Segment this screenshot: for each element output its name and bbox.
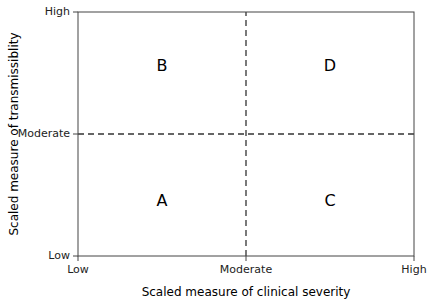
x-tick bbox=[78, 256, 79, 261]
quadrant-label: A bbox=[157, 191, 168, 210]
y-tick bbox=[73, 256, 78, 257]
x-tick bbox=[246, 256, 247, 261]
x-tick-label: Low bbox=[67, 263, 89, 276]
y-tick bbox=[73, 12, 78, 13]
plot-marks bbox=[78, 12, 414, 256]
chart: Low Moderate High Low Moderate High Scaled mea… bbox=[0, 0, 430, 306]
y-tick-label: High bbox=[45, 5, 70, 18]
x-tick-label: Moderate bbox=[220, 263, 273, 276]
x-tick-label: High bbox=[401, 263, 426, 276]
quadrant-label: B bbox=[157, 56, 168, 75]
y-axis-label: Scaled measure of transmissiblity bbox=[7, 32, 21, 235]
divider-horizontal bbox=[78, 133, 414, 134]
plot-frame bbox=[78, 12, 414, 256]
x-tick bbox=[414, 256, 415, 261]
divider-vertical bbox=[245, 12, 246, 256]
plot-area bbox=[78, 12, 414, 256]
y-tick-label: Low bbox=[48, 249, 70, 262]
quadrant-label: D bbox=[324, 56, 336, 75]
quadrant-label: C bbox=[324, 191, 335, 210]
x-axis-label: Scaled measure of clinical severity bbox=[142, 285, 351, 299]
y-tick bbox=[73, 134, 78, 135]
y-tick-label: Moderate bbox=[18, 127, 71, 140]
